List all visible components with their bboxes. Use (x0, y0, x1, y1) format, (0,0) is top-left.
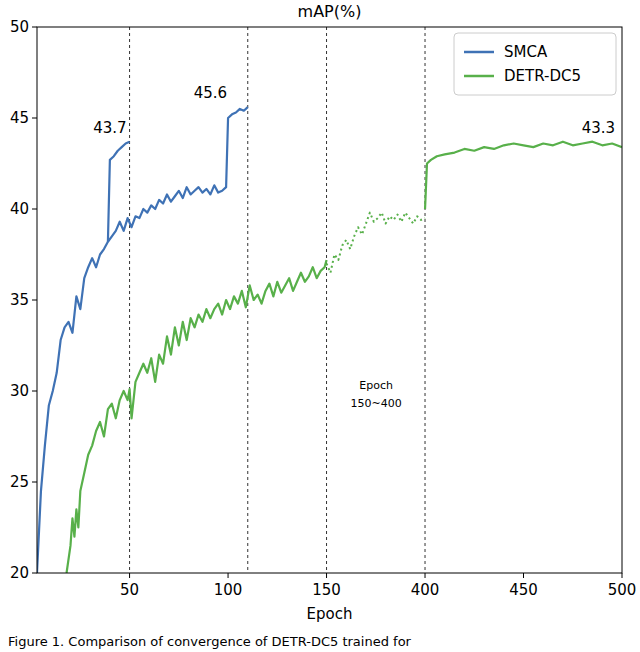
x-tick (622, 573, 623, 578)
title: mAP(%) (298, 2, 362, 21)
x-axis-label: Epoch (307, 605, 353, 623)
x-tick (228, 573, 229, 578)
legend-box (454, 33, 616, 95)
y-tick (32, 391, 37, 392)
y-tick-label: 20 (10, 564, 29, 582)
x-tick (326, 573, 327, 578)
legend-label: SMCA (504, 43, 548, 61)
x-tick-label: 50 (120, 581, 139, 599)
chart: mAP(%) 20 25 30 35 40 45 50 50 100 150 400 450 500 Epo… (0, 0, 640, 652)
x-tick (523, 573, 524, 578)
y-tick-label: 50 (10, 18, 29, 36)
y-tick (32, 573, 37, 574)
annotation: Epoch (359, 379, 393, 392)
x-tick-label: 100 (214, 581, 243, 599)
legend-swatch (464, 75, 494, 78)
x-tick-label: 500 (608, 581, 637, 599)
annotation: 45.6 (194, 84, 227, 102)
x-tick (425, 573, 426, 578)
y-tick-label: 40 (10, 200, 29, 218)
x-tick-label: 400 (411, 581, 440, 599)
series-line (108, 142, 130, 242)
y-tick (32, 482, 37, 483)
y-tick-label: 35 (10, 291, 29, 309)
reference-line (425, 27, 426, 573)
reference-line (326, 27, 327, 573)
y-tick-label: 45 (10, 109, 29, 127)
x-tick-label: 150 (312, 581, 341, 599)
annotation: 150~400 (351, 397, 402, 410)
y-tick (32, 27, 37, 28)
series-line (67, 142, 622, 573)
series-line (327, 213, 425, 273)
y-tick (32, 300, 37, 301)
legend-swatch (464, 51, 494, 54)
series-group (37, 107, 622, 573)
annotation: 43.7 (93, 119, 126, 137)
x-tick-label: 450 (509, 581, 538, 599)
frame (37, 27, 622, 573)
caption: Figure 1. Comparison of convergence of D… (8, 634, 412, 649)
x-tick (129, 573, 130, 578)
y-tick-label: 25 (10, 473, 29, 491)
series-line (37, 107, 248, 573)
y-tick-label: 30 (10, 382, 29, 400)
reference-line (129, 27, 130, 573)
y-tick (32, 209, 37, 210)
annotation: 43.3 (582, 119, 615, 137)
y-tick (32, 118, 37, 119)
legend-label: DETR-DC5 (504, 67, 581, 85)
